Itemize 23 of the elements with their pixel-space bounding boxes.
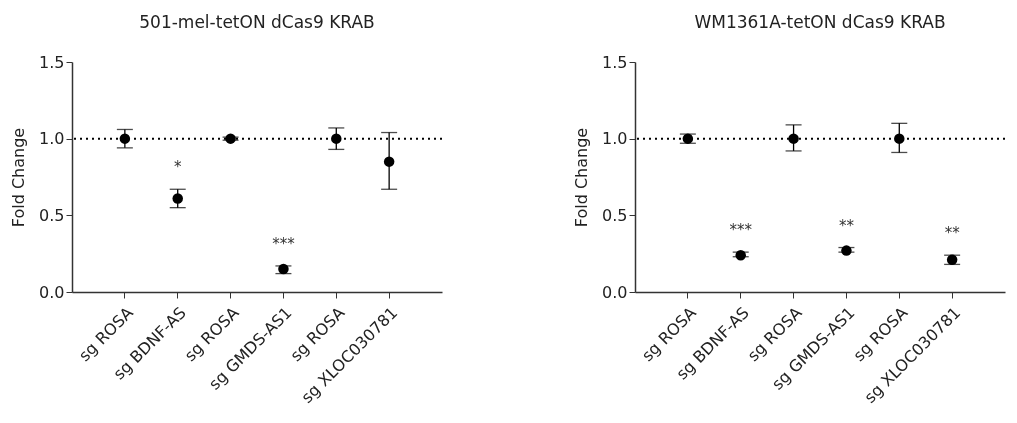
point — [383, 156, 395, 167]
annotation: *** — [729, 221, 753, 240]
annotation: ** — [944, 224, 961, 243]
point — [172, 193, 183, 204]
point — [225, 133, 236, 144]
y-tick-label: 1.5 — [39, 52, 65, 72]
y-tick-label: 1.5 — [602, 52, 628, 72]
annotation: * — [173, 158, 182, 177]
point — [841, 245, 852, 256]
point — [788, 133, 799, 144]
y-axis-title: Fold Change — [572, 127, 592, 228]
y-tick-label: 0.0 — [602, 282, 628, 302]
point — [735, 249, 746, 261]
y-tick-label: 0.0 — [39, 282, 65, 302]
y-tick-label: 0.5 — [39, 205, 65, 225]
chart-title: WM1361A-tetON dCas9 KRAB — [694, 12, 946, 32]
y-tick-label: 1.0 — [602, 129, 628, 149]
annotation: ** — [838, 216, 855, 235]
y-axis-title: Fold Change — [9, 127, 29, 228]
chart-title: 501-mel-tetON dCas9 KRAB — [139, 12, 375, 32]
annotation: *** — [272, 234, 296, 253]
y-tick-label: 1.0 — [39, 129, 65, 149]
y-tick-label: 0.5 — [602, 205, 628, 225]
